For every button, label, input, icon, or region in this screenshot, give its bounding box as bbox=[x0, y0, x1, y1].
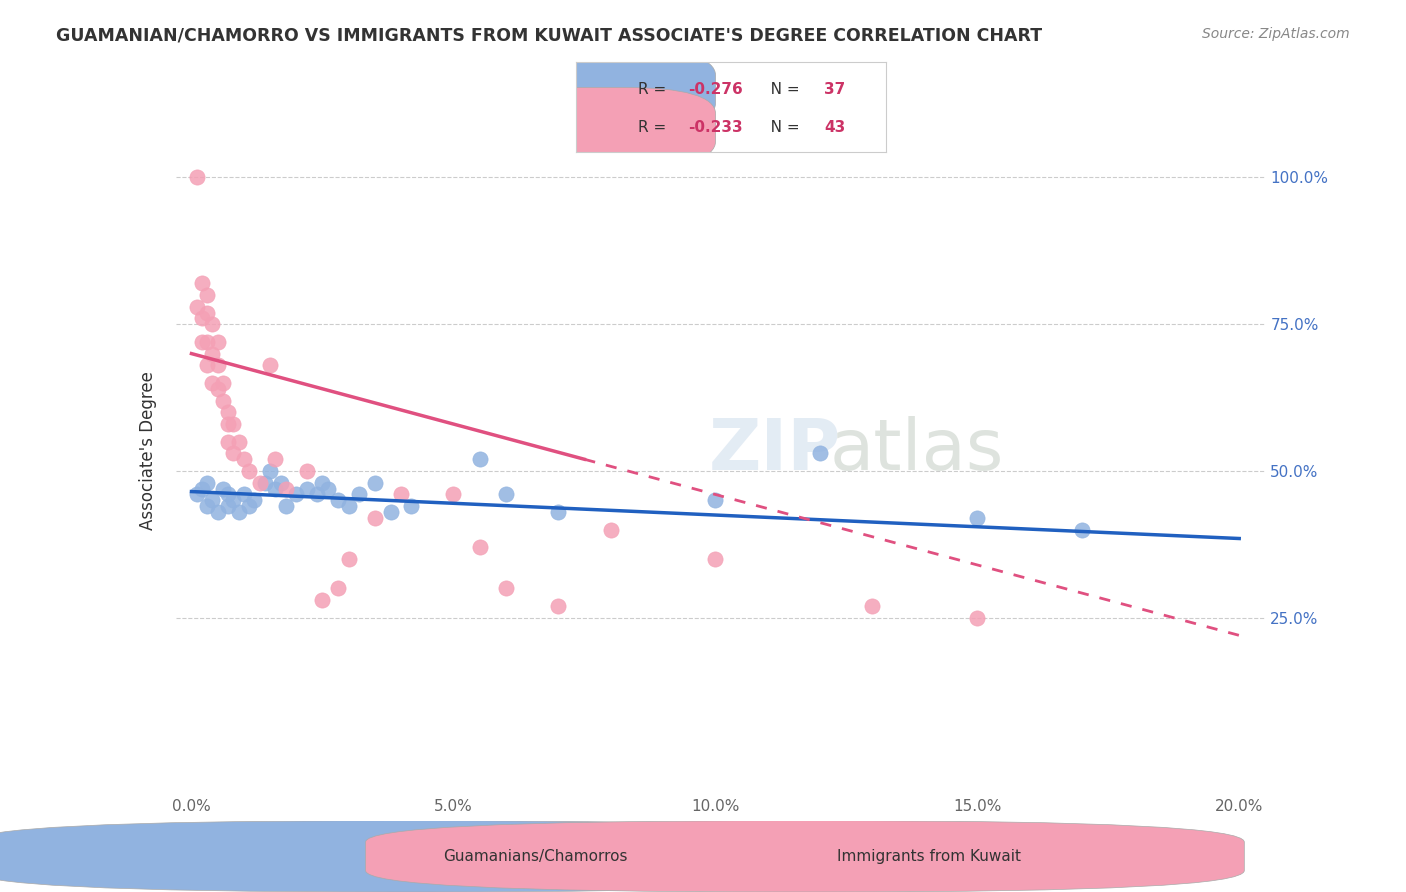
Point bbox=[259, 359, 281, 373]
Point bbox=[704, 552, 727, 566]
Point bbox=[337, 552, 360, 566]
Point bbox=[222, 446, 245, 460]
Point bbox=[468, 541, 491, 555]
Point bbox=[264, 482, 287, 496]
Point bbox=[217, 487, 239, 501]
Point bbox=[195, 334, 218, 349]
Text: 37: 37 bbox=[824, 82, 845, 96]
Text: N =: N = bbox=[756, 120, 804, 135]
Point bbox=[253, 475, 276, 490]
Point bbox=[364, 511, 387, 525]
Point bbox=[264, 452, 287, 467]
Point bbox=[222, 493, 245, 508]
Point bbox=[337, 500, 360, 514]
Point bbox=[228, 434, 250, 449]
Point bbox=[243, 493, 266, 508]
Point bbox=[295, 482, 318, 496]
Point bbox=[195, 305, 218, 319]
Point bbox=[307, 487, 329, 501]
Text: Source: ZipAtlas.com: Source: ZipAtlas.com bbox=[1202, 27, 1350, 41]
Point bbox=[217, 434, 239, 449]
FancyBboxPatch shape bbox=[0, 821, 851, 892]
Text: -0.233: -0.233 bbox=[688, 120, 742, 135]
Text: GUAMANIAN/CHAMORRO VS IMMIGRANTS FROM KUWAIT ASSOCIATE'S DEGREE CORRELATION CHAR: GUAMANIAN/CHAMORRO VS IMMIGRANTS FROM KU… bbox=[56, 27, 1042, 45]
Text: Guamanians/Chamorros: Guamanians/Chamorros bbox=[443, 849, 627, 863]
Point bbox=[217, 405, 239, 419]
Point bbox=[808, 446, 831, 460]
Point bbox=[207, 334, 229, 349]
Point bbox=[228, 505, 250, 519]
Point bbox=[364, 475, 387, 490]
Point bbox=[495, 582, 517, 596]
Point bbox=[328, 493, 350, 508]
FancyBboxPatch shape bbox=[494, 87, 716, 168]
Point bbox=[311, 475, 333, 490]
Text: -0.276: -0.276 bbox=[688, 82, 742, 96]
Point bbox=[217, 500, 239, 514]
FancyBboxPatch shape bbox=[366, 821, 1244, 892]
Point bbox=[191, 311, 214, 326]
Point bbox=[862, 599, 884, 613]
Point bbox=[347, 487, 370, 501]
Point bbox=[704, 493, 727, 508]
Point bbox=[380, 505, 402, 519]
Point bbox=[212, 482, 235, 496]
Point bbox=[201, 493, 224, 508]
Point bbox=[599, 523, 621, 537]
Point bbox=[207, 359, 229, 373]
Text: R =: R = bbox=[638, 82, 672, 96]
Point bbox=[468, 452, 491, 467]
Point bbox=[495, 487, 517, 501]
Point bbox=[207, 505, 229, 519]
Point bbox=[238, 464, 260, 478]
Point bbox=[195, 500, 218, 514]
Point bbox=[186, 300, 208, 314]
Point bbox=[311, 593, 333, 607]
Text: Immigrants from Kuwait: Immigrants from Kuwait bbox=[837, 849, 1021, 863]
Point bbox=[201, 376, 224, 390]
Point bbox=[207, 382, 229, 396]
Text: atlas: atlas bbox=[830, 416, 1004, 485]
FancyBboxPatch shape bbox=[494, 49, 716, 129]
Text: R =: R = bbox=[638, 120, 672, 135]
Point bbox=[259, 464, 281, 478]
Point bbox=[316, 482, 339, 496]
Point bbox=[966, 511, 988, 525]
Point bbox=[295, 464, 318, 478]
Point bbox=[195, 475, 218, 490]
Point bbox=[186, 170, 208, 185]
Point bbox=[217, 417, 239, 431]
Point bbox=[212, 393, 235, 408]
Point bbox=[212, 376, 235, 390]
Point bbox=[966, 611, 988, 625]
Point bbox=[191, 334, 214, 349]
Point bbox=[195, 359, 218, 373]
Point bbox=[274, 482, 297, 496]
Point bbox=[195, 288, 218, 302]
Point bbox=[191, 276, 214, 290]
Point bbox=[389, 487, 412, 501]
Text: N =: N = bbox=[756, 82, 804, 96]
Text: ZIP: ZIP bbox=[709, 416, 841, 485]
Point bbox=[232, 452, 254, 467]
Point bbox=[401, 500, 423, 514]
Point bbox=[547, 599, 569, 613]
Point bbox=[270, 475, 292, 490]
Point bbox=[191, 482, 214, 496]
Point bbox=[441, 487, 464, 501]
Point bbox=[274, 500, 297, 514]
Point bbox=[328, 582, 350, 596]
Point bbox=[1071, 523, 1094, 537]
Point bbox=[238, 500, 260, 514]
Point bbox=[186, 487, 208, 501]
Point bbox=[249, 475, 271, 490]
Point bbox=[201, 318, 224, 332]
Point bbox=[201, 346, 224, 360]
Point bbox=[285, 487, 308, 501]
Y-axis label: Associate's Degree: Associate's Degree bbox=[139, 371, 157, 530]
Point bbox=[547, 505, 569, 519]
Text: 43: 43 bbox=[824, 120, 845, 135]
Point bbox=[222, 417, 245, 431]
Point bbox=[232, 487, 254, 501]
